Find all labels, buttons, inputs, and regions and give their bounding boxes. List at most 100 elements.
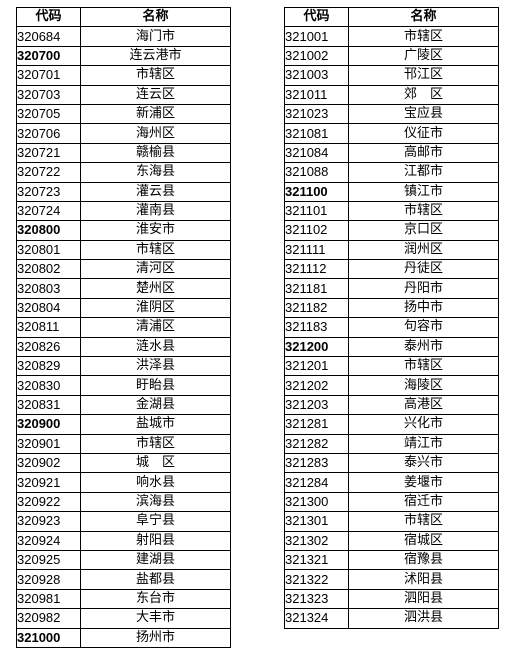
region-code-cell: 321084 (284, 142, 349, 164)
table-row: 321322 沭阳县 (284, 569, 499, 590)
region-code-cell: 320706 (16, 123, 81, 144)
region-name-cell: 楚州区 (80, 278, 231, 299)
region-name-cell: 兴化市 (348, 414, 499, 435)
table-row: 321102 京口区 (284, 220, 499, 241)
region-code-cell: 320924 (16, 530, 81, 551)
region-code-cell: 320982 (16, 608, 81, 629)
table-row: 321112 丹徒区 (284, 259, 499, 280)
region-code-cell: 320830 (16, 375, 81, 396)
table-row: 320722 东海县 (16, 162, 231, 183)
table-row: 320900 盐城市 (16, 414, 231, 435)
region-name-cell: 淮安市 (80, 220, 231, 241)
region-name-cell: 宿豫县 (348, 549, 499, 571)
region-code-cell: 321301 (284, 511, 349, 532)
table-header-row: 代码 名称 (284, 6, 499, 28)
region-name-cell: 姜堰市 (348, 472, 499, 493)
region-name-cell: 大丰市 (80, 608, 231, 629)
region-name-cell: 宿迁市 (348, 491, 499, 513)
region-code-cell: 320721 (16, 142, 81, 164)
region-code-cell: 321324 (284, 608, 349, 629)
region-name-cell: 盱眙县 (80, 375, 231, 396)
region-code-cell: 320900 (16, 414, 81, 435)
table-row: 320723 灌云县 (16, 181, 231, 202)
region-name-cell: 金湖县 (80, 394, 231, 416)
table-row: 320800 淮安市 (16, 220, 231, 241)
region-name-cell: 连云区 (80, 84, 231, 105)
region-name-cell: 市辖区 (348, 26, 499, 47)
table-row: 320804 淮阴区 (16, 297, 231, 319)
table-row: 320803 楚州区 (16, 278, 231, 299)
region-code-cell: 321283 (284, 452, 349, 474)
region-code-cell: 321182 (284, 297, 349, 319)
region-code-cell: 320723 (16, 181, 81, 202)
code-column-header: 代码 (16, 6, 81, 28)
region-code-cell: 320800 (16, 220, 81, 241)
table-row: 321323 泗阳县 (284, 588, 499, 610)
table-row: 321081 仪征市 (284, 123, 499, 144)
region-code-cell: 321300 (284, 491, 349, 513)
region-name-cell: 海陵区 (348, 375, 499, 396)
region-name-cell: 扬中市 (348, 297, 499, 319)
region-name-cell: 宝应县 (348, 103, 499, 125)
region-name-cell: 泗阳县 (348, 588, 499, 610)
table-row: 321182 扬中市 (284, 297, 499, 319)
table-row: 321181 丹阳市 (284, 278, 499, 299)
region-name-cell: 沭阳县 (348, 569, 499, 590)
region-code-cell: 320701 (16, 65, 81, 86)
table-row: 321284 姜堰市 (284, 472, 499, 493)
region-name-cell: 赣榆县 (80, 142, 231, 164)
table-row: 320703 连云区 (16, 84, 231, 105)
region-name-cell: 泰兴市 (348, 452, 499, 474)
region-code-cell: 321003 (284, 65, 349, 86)
region-code-cell: 320981 (16, 588, 81, 610)
region-name-cell: 泰州市 (348, 336, 499, 358)
region-name-cell: 新浦区 (80, 103, 231, 125)
region-name-cell: 洪泽县 (80, 356, 231, 377)
table-header-row: 代码 名称 (16, 6, 231, 28)
region-name-cell: 京口区 (348, 220, 499, 241)
name-column-header: 名称 (80, 6, 231, 28)
region-name-cell: 海州区 (80, 123, 231, 144)
region-code-cell: 321183 (284, 317, 349, 338)
table-row: 321300 宿迁市 (284, 491, 499, 513)
region-name-cell: 丹徒区 (348, 259, 499, 280)
region-code-cell: 321011 (284, 84, 349, 105)
region-code-cell: 320802 (16, 259, 81, 280)
table-row: 320901 市辖区 (16, 433, 231, 454)
table-row: 320831 金湖县 (16, 394, 231, 416)
region-name-cell: 城 区 (80, 452, 231, 474)
table-row: 321011 郊 区 (284, 84, 499, 105)
table-row: 320701 市辖区 (16, 65, 231, 86)
table-row: 321283 泰兴市 (284, 452, 499, 474)
table-row: 321321 宿豫县 (284, 549, 499, 571)
table-row: 321084 高邮市 (284, 142, 499, 164)
region-name-cell: 宿城区 (348, 530, 499, 551)
table-row: 321203 高港区 (284, 394, 499, 416)
region-code-cell: 321203 (284, 394, 349, 416)
region-code-cell: 320901 (16, 433, 81, 454)
region-code-cell: 321081 (284, 123, 349, 144)
table-row: 321002 广陵区 (284, 45, 499, 67)
table-row: 321111 润州区 (284, 239, 499, 261)
region-code-cell: 320921 (16, 472, 81, 493)
region-code-cell: 320705 (16, 103, 81, 125)
region-name-cell: 邗江区 (348, 65, 499, 86)
left-table-body: 320684 海门市 320700 连云港市 320701 市辖区 320703 连云区 320… (16, 26, 231, 648)
region-name-cell: 射阳县 (80, 530, 231, 551)
right-code-table: 代码 名称 321001 市辖区 321002 广陵区 321003 邗江区 321011 郊… (284, 6, 499, 629)
region-name-cell: 东台市 (80, 588, 231, 610)
table-row: 321088 江都市 (284, 162, 499, 183)
table-row: 320826 涟水县 (16, 336, 231, 358)
table-row: 321200 泰州市 (284, 336, 499, 358)
region-code-cell: 320923 (16, 511, 81, 532)
right-table-body: 321001 市辖区 321002 广陵区 321003 邗江区 321011 郊 区 3210… (284, 26, 499, 629)
region-code-cell: 320724 (16, 200, 81, 222)
region-name-cell: 市辖区 (80, 239, 231, 261)
table-row: 320700 连云港市 (16, 45, 231, 67)
region-code-cell: 320804 (16, 297, 81, 319)
table-row: 321023 宝应县 (284, 103, 499, 125)
table-row: 321183 句容市 (284, 317, 499, 338)
region-name-cell: 仪征市 (348, 123, 499, 144)
table-row: 320925 建湖县 (16, 549, 231, 571)
table-row: 320928 盐都县 (16, 569, 231, 590)
